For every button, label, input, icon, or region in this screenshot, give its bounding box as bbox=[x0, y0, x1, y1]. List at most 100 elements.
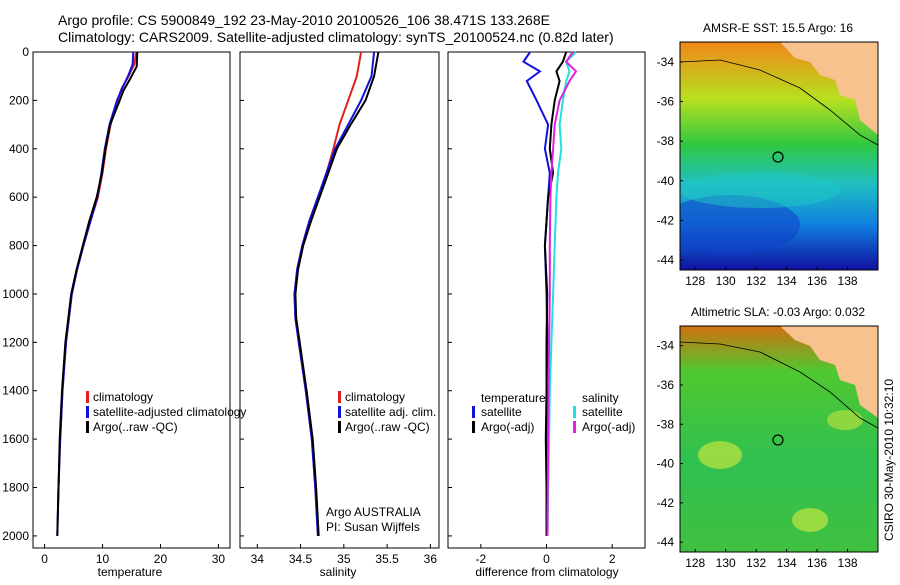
x-tick-label: 10 bbox=[96, 552, 110, 566]
legend-swatch-satellite bbox=[86, 406, 89, 418]
sla-yellow-patch-3 bbox=[827, 410, 863, 430]
sst-land bbox=[780, 42, 878, 135]
salinity-series bbox=[293, 51, 380, 536]
legend-heading-salinity: salinity bbox=[582, 391, 619, 405]
map-x-tick-label: 132 bbox=[746, 274, 766, 288]
map-y-tick-label: -40 bbox=[657, 174, 675, 188]
series-climatology bbox=[56, 51, 138, 507]
x-tick-label: 35 bbox=[337, 552, 351, 566]
legend-swatch-climatology bbox=[86, 391, 89, 403]
legend-label-satellite: satellite adj. clim. bbox=[345, 405, 436, 419]
salinity-x-label: salinity bbox=[320, 565, 357, 579]
legend-label-climatology: climatology bbox=[93, 390, 153, 404]
legend-heading-temperature: temperature bbox=[481, 391, 546, 405]
x-tick-label: 0 bbox=[41, 552, 48, 566]
series-satellite bbox=[546, 51, 577, 536]
map-y-tick-label: -42 bbox=[657, 213, 675, 227]
y-tick-label: 2000 bbox=[2, 529, 29, 543]
difference-panel: -2 0 2 difference from climatology tempera… bbox=[447, 51, 646, 579]
difference-series bbox=[522, 51, 578, 536]
sst-coastline bbox=[680, 59, 878, 146]
salinity-legend: climatology satellite adj. clim. Argo(..… bbox=[338, 390, 436, 434]
temperature-legend: climatology satellite-adjusted climatolo… bbox=[86, 390, 246, 434]
temperature-panel: 0 200 400 600 800 1000 1200 1400 1600 1800 2000 0 1… bbox=[2, 45, 452, 579]
map-y-tick-label: -38 bbox=[657, 417, 675, 431]
x-tick-label: 2 bbox=[609, 552, 616, 566]
series-argo bbox=[56, 51, 139, 536]
x-tick-label: -2 bbox=[475, 552, 486, 566]
series-satellite bbox=[293, 51, 376, 536]
legend-swatch-argo bbox=[86, 421, 89, 433]
map-x-tick-label: 128 bbox=[685, 274, 705, 288]
y-tick-label: 1200 bbox=[2, 335, 29, 349]
salinity-x-axis: 34 34.5 35 35.5 36 bbox=[251, 544, 438, 566]
legend-swatch-sal-argo bbox=[573, 421, 576, 433]
sla-map-axes: 128 130 132 134 136 138 -34 -36 -38 -40 -42 -44 bbox=[657, 339, 858, 570]
sst-map-frame bbox=[679, 41, 879, 271]
salinity-panel: 34 34.5 35 35.5 36 salinity climatology sate… bbox=[239, 51, 440, 579]
y-tick-label: 0 bbox=[22, 45, 29, 59]
x-tick-label: 36 bbox=[424, 552, 438, 566]
sla-map-frame bbox=[679, 325, 879, 553]
y-tick-label: 1800 bbox=[2, 481, 29, 495]
map-y-tick-label: -34 bbox=[657, 339, 675, 353]
difference-x-label: difference from climatology bbox=[475, 565, 618, 579]
salinity-axes-frame bbox=[239, 51, 440, 549]
sla-coastline bbox=[680, 341, 878, 429]
annotation-pi: PI: Susan Wijffels bbox=[326, 520, 420, 534]
y-tick-label: 600 bbox=[9, 190, 29, 204]
x-tick-label: 20 bbox=[154, 552, 168, 566]
map-y-tick-label: -42 bbox=[657, 496, 675, 510]
difference-x-axis: -2 0 2 bbox=[475, 544, 616, 566]
x-tick-label: 34.5 bbox=[289, 552, 313, 566]
map-x-tick-label: 134 bbox=[777, 556, 797, 570]
map-x-tick-label: 132 bbox=[746, 556, 766, 570]
side-label: CSIRO 30-May-2010 10:32:10 bbox=[882, 379, 896, 541]
series-satellite bbox=[56, 51, 135, 536]
map-y-tick-label: -34 bbox=[657, 55, 675, 69]
map-x-tick-label: 138 bbox=[838, 274, 858, 288]
x-tick-label: 0 bbox=[543, 552, 550, 566]
y-tick-label: 800 bbox=[9, 239, 29, 253]
sla-yellow-patch-1 bbox=[698, 441, 742, 469]
sst-cold-patch bbox=[680, 195, 800, 255]
annotation-argo-australia: Argo AUSTRALIA bbox=[326, 505, 421, 519]
header-line-1: Argo profile: CS 5900849_192 23-May-2010… bbox=[58, 12, 550, 28]
x-tick-label: 30 bbox=[212, 552, 226, 566]
sla-yellow-patch-2 bbox=[792, 508, 828, 532]
map-x-tick-label: 130 bbox=[716, 274, 736, 288]
y-tick-label: 200 bbox=[9, 93, 29, 107]
temperature-x-axis: 0 10 20 30 bbox=[41, 544, 225, 566]
x-tick-label: 35.5 bbox=[375, 552, 399, 566]
sla-argo-marker bbox=[772, 434, 784, 446]
sla-land bbox=[780, 326, 878, 418]
difference-legend-temperature: temperature satellite Argo(-adj) bbox=[472, 391, 546, 434]
depth-axis: 0 200 400 600 800 1000 1200 1400 1600 1800 2000 bbox=[2, 45, 452, 543]
legend-label-sal-satellite: satellite bbox=[582, 405, 623, 419]
x-tick-label: 34 bbox=[251, 552, 265, 566]
map-y-tick-label: -36 bbox=[657, 94, 675, 108]
sst-map-title: AMSR-E SST: 15.5 Argo: 16 bbox=[703, 21, 853, 35]
temperature-x-label: temperature bbox=[98, 565, 163, 579]
legend-label-temp-argo: Argo(-adj) bbox=[481, 420, 534, 434]
header-line-2: Climatology: CARS2009. Satellite-adjuste… bbox=[58, 29, 614, 45]
temperature-series bbox=[56, 51, 139, 536]
map-x-tick-label: 136 bbox=[807, 556, 827, 570]
map-x-tick-label: 130 bbox=[716, 556, 736, 570]
map-y-tick-label: -40 bbox=[657, 457, 675, 471]
legend-label-argo: Argo(..raw -QC) bbox=[93, 420, 178, 434]
legend-label-sal-argo: Argo(-adj) bbox=[582, 420, 635, 434]
y-tick-label: 1400 bbox=[2, 384, 29, 398]
series-argo-adj- bbox=[546, 51, 578, 536]
legend-label-temp-satellite: satellite bbox=[481, 405, 522, 419]
legend-swatch-temp-argo bbox=[472, 421, 475, 433]
sla-map-title: Altimetric SLA: -0.03 Argo: 0.032 bbox=[691, 305, 865, 319]
map-y-tick-label: -44 bbox=[657, 535, 675, 549]
difference-legend-salinity: salinity satellite Argo(-adj) bbox=[573, 391, 635, 434]
map-y-tick-label: -38 bbox=[657, 134, 675, 148]
legend-swatch-satellite bbox=[338, 406, 341, 418]
map-y-tick-label: -36 bbox=[657, 378, 675, 392]
map-x-tick-label: 136 bbox=[807, 274, 827, 288]
map-x-tick-label: 134 bbox=[777, 274, 797, 288]
